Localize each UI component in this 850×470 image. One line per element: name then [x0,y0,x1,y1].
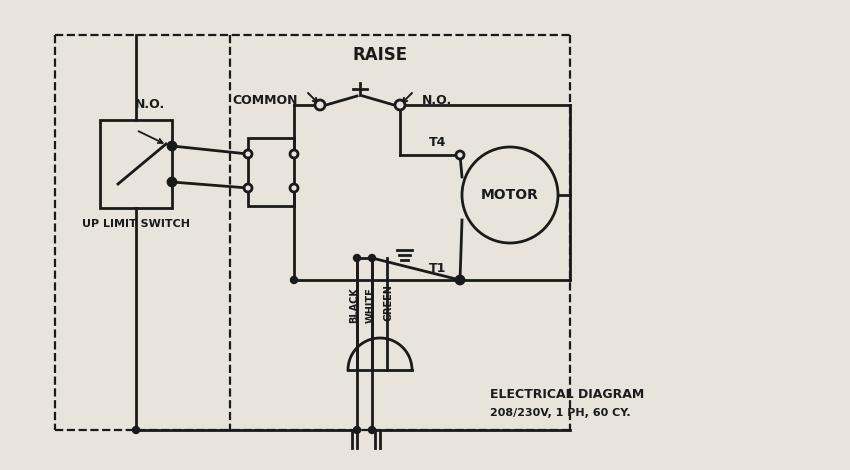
Circle shape [369,426,376,433]
Circle shape [244,184,252,192]
Text: 208/230V, 1 PH, 60 CY.: 208/230V, 1 PH, 60 CY. [490,408,631,418]
Circle shape [168,179,175,186]
Circle shape [369,254,376,261]
Text: WHITE: WHITE [366,287,376,323]
Circle shape [456,151,464,159]
Bar [248,138,294,206]
Text: T1: T1 [428,261,446,274]
Circle shape [290,184,298,192]
Text: BLACK: BLACK [349,287,359,323]
Text: N.O.: N.O. [135,97,165,110]
Circle shape [244,150,252,158]
Text: UP LIMIT SWITCH: UP LIMIT SWITCH [82,219,190,229]
Circle shape [395,100,405,110]
Circle shape [133,426,139,433]
Circle shape [456,276,464,284]
Text: N.O.: N.O. [422,94,452,107]
Text: T4: T4 [428,136,446,149]
Text: MOTOR: MOTOR [481,188,539,202]
Text: COMMON: COMMON [233,94,298,107]
Circle shape [168,142,176,150]
Circle shape [354,254,360,261]
Circle shape [291,276,298,283]
Circle shape [315,100,325,110]
Text: ELECTRICAL DIAGRAM: ELECTRICAL DIAGRAM [490,389,644,401]
Bar [100,120,172,208]
Circle shape [290,150,298,158]
Circle shape [456,276,463,283]
Circle shape [354,426,360,433]
Text: GREEN: GREEN [384,284,394,321]
Text: RAISE: RAISE [353,46,407,64]
Circle shape [462,147,558,243]
Circle shape [168,142,175,149]
Circle shape [168,178,176,186]
